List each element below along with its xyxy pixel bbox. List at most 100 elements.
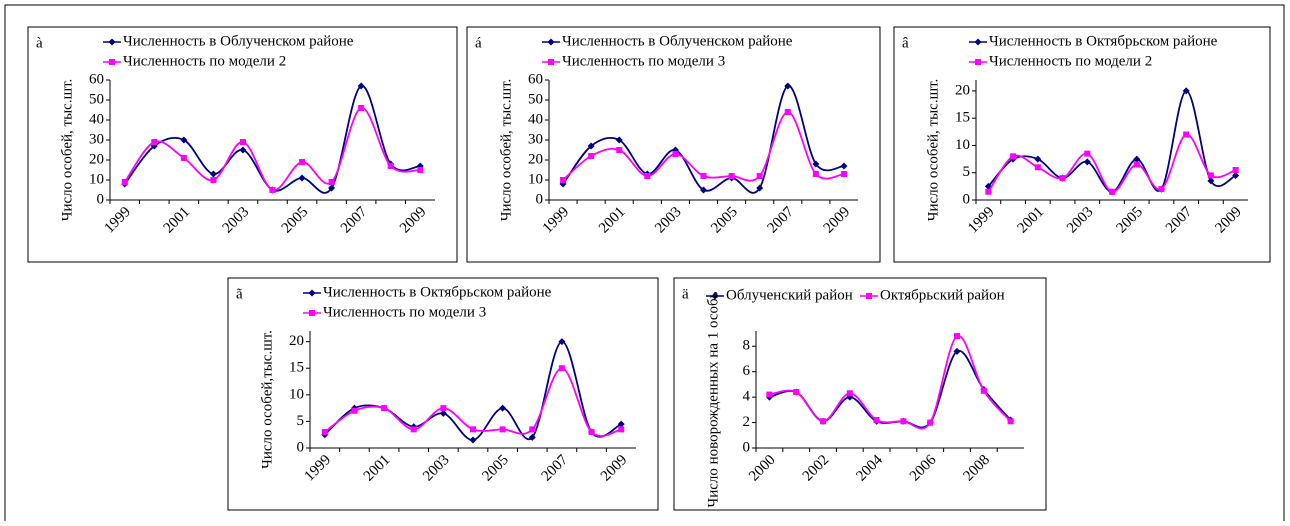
x-tick-label: 2003 xyxy=(420,452,453,485)
y-tick-label: 2 xyxy=(743,414,751,430)
point xyxy=(151,139,158,145)
point xyxy=(728,173,735,179)
point xyxy=(616,147,623,153)
y-tick-label: 50 xyxy=(528,91,543,107)
point xyxy=(953,347,961,355)
series-line xyxy=(769,350,1012,429)
x-tick-label: 1999 xyxy=(102,204,135,237)
series-line xyxy=(987,133,1236,193)
y-axis-label: Число особей,тыс.шт. xyxy=(259,330,275,469)
point xyxy=(239,139,246,145)
point xyxy=(1133,161,1140,168)
chart-panel: ã Численность в Октябрьском районе Численн… xyxy=(227,277,659,511)
y-tick-label: 10 xyxy=(89,171,104,187)
point xyxy=(269,187,276,193)
chart-panel: â Численность в Октябрьском районе Численн… xyxy=(893,26,1271,263)
point xyxy=(784,82,792,90)
point xyxy=(180,136,188,144)
y-tick-label: 30 xyxy=(89,131,104,147)
point xyxy=(1232,167,1239,173)
legend-marker xyxy=(547,38,555,46)
legend-label: Численность по модели 2 xyxy=(123,53,286,69)
point xyxy=(954,333,960,340)
y-tick-label: 60 xyxy=(528,71,543,87)
panel-label: à xyxy=(36,35,43,51)
point xyxy=(784,109,791,115)
legend-marker xyxy=(975,59,981,65)
point xyxy=(766,391,773,398)
point xyxy=(1232,171,1240,179)
x-tick-label: 2003 xyxy=(1064,204,1097,237)
legend-marker xyxy=(548,59,554,65)
y-tick-label: 0 xyxy=(536,191,544,207)
y-tick-label: 40 xyxy=(89,111,104,127)
point xyxy=(440,405,447,412)
point xyxy=(700,173,707,179)
point xyxy=(1133,155,1141,163)
point xyxy=(387,163,394,169)
x-tick-label: 2004 xyxy=(853,452,886,485)
point xyxy=(560,177,567,183)
point xyxy=(358,105,365,111)
x-tick-label: 2003 xyxy=(652,204,685,237)
y-tick-label: 4 xyxy=(743,389,751,405)
y-tick-label: 0 xyxy=(97,191,105,207)
y-tick-label: 5 xyxy=(297,413,305,429)
point xyxy=(1182,87,1190,95)
point xyxy=(873,417,880,424)
legend-label: Численность в Облученском районе xyxy=(562,33,793,49)
x-tick-label: 2009 xyxy=(397,204,430,237)
legend-marker xyxy=(309,310,315,316)
point xyxy=(900,418,907,425)
x-tick-label: 2006 xyxy=(907,452,940,485)
x-tick-label: 2005 xyxy=(1113,204,1146,237)
x-tick-label: 2001 xyxy=(361,452,394,485)
panel-frame xyxy=(227,277,659,511)
point xyxy=(328,184,336,192)
y-tick-label: 10 xyxy=(289,386,304,402)
point xyxy=(1007,418,1014,425)
x-tick-label: 2000 xyxy=(746,452,779,485)
point xyxy=(756,184,764,192)
y-tick-label: 40 xyxy=(528,111,543,127)
x-tick-label: 1999 xyxy=(540,204,573,237)
panel-label: á xyxy=(475,35,482,51)
x-tick-label: 2005 xyxy=(479,452,512,485)
point xyxy=(558,365,565,372)
series-line xyxy=(562,85,845,194)
point xyxy=(1083,158,1091,166)
y-tick-label: 20 xyxy=(89,151,104,167)
point xyxy=(846,390,853,397)
y-tick-label: 20 xyxy=(955,82,970,98)
legend-label: Численность в Октябрьском районе xyxy=(323,284,552,300)
legend-marker xyxy=(711,292,719,300)
series-line xyxy=(987,90,1237,193)
point xyxy=(812,160,820,168)
point xyxy=(328,179,335,185)
x-tick-label: 2001 xyxy=(1015,204,1048,237)
point xyxy=(470,426,476,433)
point xyxy=(985,188,992,195)
x-tick-label: 2009 xyxy=(821,204,854,237)
panel-label: ä xyxy=(682,286,689,302)
point xyxy=(499,404,507,412)
y-tick-label: 10 xyxy=(955,137,970,153)
panel-frame xyxy=(466,26,881,263)
y-axis-label: Число особей, тыс.шт. xyxy=(59,79,75,222)
point xyxy=(820,418,826,425)
series-line xyxy=(769,335,1012,430)
legend-label: Численность в Облученском районе xyxy=(123,33,354,49)
point xyxy=(417,167,424,173)
point xyxy=(1084,150,1091,157)
series-line xyxy=(324,340,622,441)
point xyxy=(1034,155,1042,163)
legend-label: Численность по модели 2 xyxy=(989,53,1152,69)
point xyxy=(615,136,623,144)
point xyxy=(812,171,819,177)
point xyxy=(298,174,306,182)
point xyxy=(528,433,536,441)
legend-marker xyxy=(974,38,982,46)
point xyxy=(469,436,477,444)
x-tick-label: 2005 xyxy=(708,204,741,237)
x-tick-label: 2008 xyxy=(961,452,994,485)
